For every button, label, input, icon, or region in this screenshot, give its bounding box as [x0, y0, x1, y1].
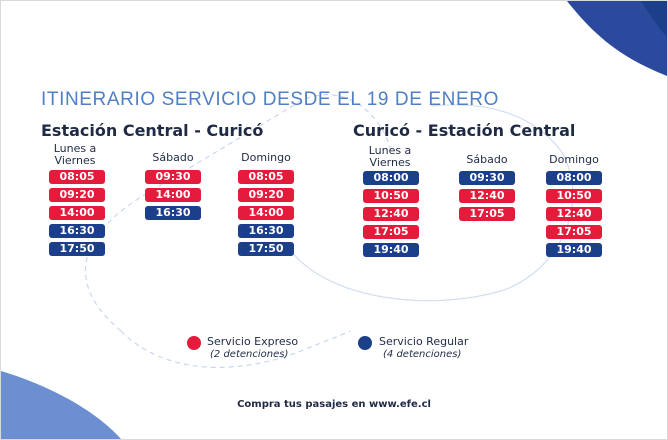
column-header-lunes-viernes: Lunes a Viernes: [53, 142, 97, 167]
time-slot: 12:40: [363, 207, 419, 221]
time-slot: 08:05: [238, 170, 294, 184]
corner-swoosh-top-right: [567, 1, 667, 76]
time-slot: 17:50: [49, 242, 105, 256]
column-header-sabado: Sábado: [466, 153, 508, 166]
time-slot: 19:40: [546, 243, 602, 257]
time-slot: 09:30: [145, 170, 201, 184]
time-slot: 09:20: [49, 188, 105, 202]
time-slot: 16:30: [145, 206, 201, 220]
time-slot: 09:30: [459, 171, 515, 185]
time-slot: 17:05: [459, 207, 515, 221]
column-header-domingo: Domingo: [549, 153, 599, 166]
time-slot: 08:05: [49, 170, 105, 184]
time-slot: 14:00: [238, 206, 294, 220]
route-title-curico-estacion-central: Curicó - Estación Central: [353, 121, 576, 140]
time-slot: 17:05: [363, 225, 419, 239]
legend-dot-expreso: [187, 336, 201, 350]
footer-purchase-note: Compra tus pasajes en www.efe.cl: [237, 399, 431, 410]
column-header-sabado: Sábado: [152, 151, 194, 164]
page-title: ITINERARIO SERVICIO DESDE EL 19 DE ENERO: [41, 89, 499, 110]
time-slot: 14:00: [49, 206, 105, 220]
time-slot: 08:00: [363, 171, 419, 185]
column-header-lunes-viernes: Lunes a Viernes: [368, 144, 412, 169]
corner-swoosh-bottom-left: [1, 371, 121, 439]
route-title-estacion-central-curico: Estación Central - Curicó: [41, 121, 264, 140]
legend-label-expreso: Servicio Expreso: [207, 335, 299, 348]
time-slot: 12:40: [546, 207, 602, 221]
corner-swoosh-top-right-tail: [641, 1, 667, 37]
time-slot: 10:50: [363, 189, 419, 203]
time-slot: 19:40: [363, 243, 419, 257]
legend-sub-expreso: (2 detenciones): [210, 349, 289, 360]
time-slot: 16:30: [49, 224, 105, 238]
legend-dot-regular: [358, 336, 372, 350]
time-slot: 12:40: [459, 189, 515, 203]
legend-label-regular: Servicio Regular: [379, 335, 469, 348]
time-slot: 10:50: [546, 189, 602, 203]
time-slot: 17:50: [238, 242, 294, 256]
time-slot: 17:05: [546, 225, 602, 239]
time-slot: 14:00: [145, 188, 201, 202]
column-header-domingo: Domingo: [241, 151, 291, 164]
legend-sub-regular: (4 detenciones): [383, 349, 462, 360]
time-slot: 08:00: [546, 171, 602, 185]
time-slot: 09:20: [238, 188, 294, 202]
time-slot: 16:30: [238, 224, 294, 238]
